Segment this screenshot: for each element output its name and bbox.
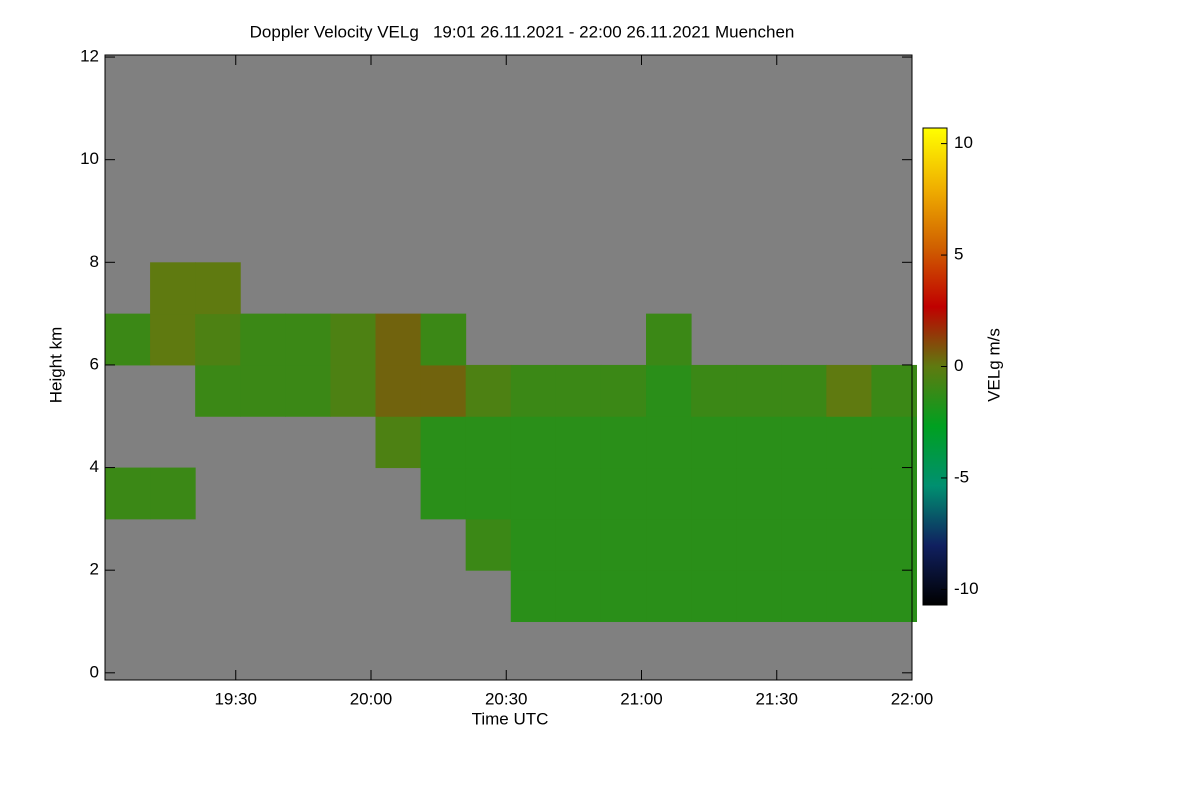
heatmap-cell [781, 416, 827, 469]
x-tick-label: 19:30 [214, 689, 257, 708]
heatmap-cell [555, 416, 602, 469]
heatmap-cell [375, 313, 422, 366]
heatmap-cell [826, 364, 872, 417]
heatmap-cell [285, 313, 331, 366]
heatmap-cell [195, 364, 241, 417]
x-tick-label: 21:30 [755, 689, 798, 708]
heatmap-cell [555, 518, 602, 571]
heatmap-cell [871, 467, 918, 520]
heatmap-cell [555, 467, 602, 520]
heatmap-cell [691, 416, 737, 469]
y-tick-label: 2 [90, 560, 99, 579]
heatmap-cell [781, 518, 827, 571]
heatmap-cell [646, 467, 692, 520]
heatmap-cell [420, 416, 467, 469]
heatmap-cell [600, 467, 647, 520]
y-tick-label: 10 [80, 149, 99, 168]
x-tick-label: 21:00 [620, 689, 663, 708]
heatmap-cell [555, 570, 602, 623]
colorbar-tick-label: 0 [954, 356, 963, 375]
heatmap-cell [465, 416, 512, 469]
heatmap-cell [510, 364, 557, 417]
heatmap-cell [646, 364, 692, 417]
heatmap-cell [736, 570, 782, 623]
heatmap-cell [150, 467, 196, 520]
heatmap-cell [195, 262, 241, 315]
x-axis-label: Time UTC [472, 709, 549, 728]
heatmap-cell [781, 467, 827, 520]
heatmap-cell [826, 416, 872, 469]
heatmap-cell [330, 313, 377, 366]
x-tick-label: 20:00 [350, 689, 393, 708]
heatmap-cell [646, 416, 692, 469]
heatmap-cell [105, 467, 151, 520]
heatmap-cell [420, 313, 467, 366]
heatmap-cell [736, 364, 782, 417]
heatmap-cell [826, 467, 872, 520]
heatmap-cell [736, 416, 782, 469]
heatmap-cell [420, 364, 467, 417]
heatmap-cell [736, 467, 782, 520]
heatmap-cell [510, 518, 557, 571]
y-tick-label: 0 [90, 662, 99, 681]
colorbar-tick-label: -10 [954, 579, 979, 598]
heatmap-cell [240, 364, 286, 417]
heatmap-cell [871, 518, 918, 571]
heatmap-cell [600, 416, 647, 469]
heatmap-cell [375, 416, 422, 469]
heatmap-cell [150, 262, 196, 315]
heatmap-cell [736, 518, 782, 571]
colorbar-tick-label: 10 [954, 133, 973, 152]
heatmap-cell [465, 467, 512, 520]
y-tick-label: 4 [90, 457, 99, 476]
heatmap-cell [285, 364, 331, 417]
x-tick-label: 20:30 [485, 689, 528, 708]
heatmap-cell [195, 313, 241, 366]
heatmap-cell [375, 364, 422, 417]
y-axis-label: Height km [46, 327, 65, 404]
heatmap-cell [465, 364, 512, 417]
heatmap-cell [510, 570, 557, 623]
heatmap-cell [826, 518, 872, 571]
heatmap-cell [510, 467, 557, 520]
heatmap-cell [871, 416, 918, 469]
heatmap-cell [600, 518, 647, 571]
heatmap-cell [691, 570, 737, 623]
heatmap-cell [646, 518, 692, 571]
y-tick-label: 6 [90, 354, 99, 373]
heatmap-cell [600, 364, 647, 417]
heatmap-cell [600, 570, 647, 623]
y-tick-label: 8 [90, 252, 99, 271]
heatmap-cell [781, 364, 827, 417]
heatmap-cell [781, 570, 827, 623]
heatmap-cell [510, 416, 557, 469]
heatmap-cell [871, 570, 918, 623]
heatmap-cell [420, 467, 467, 520]
colorbar-label: VELg m/s [984, 328, 1003, 402]
x-tick-label: 22:00 [891, 689, 934, 708]
heatmap-cell [240, 313, 286, 366]
heatmap-cell [150, 313, 196, 366]
heatmap-cell [105, 313, 151, 366]
heatmap-cell [646, 570, 692, 623]
y-tick-label: 12 [80, 47, 99, 66]
heatmap-cell [330, 364, 377, 417]
chart-title: Doppler Velocity VELg 19:01 26.11.2021 -… [250, 22, 795, 41]
heatmap-cell [691, 364, 737, 417]
heatmap-cell [691, 467, 737, 520]
colorbar-tick-label: 5 [954, 245, 963, 264]
heatmap-cell [465, 518, 512, 571]
heatmap-cell [691, 518, 737, 571]
colorbar-tick-label: -5 [954, 467, 969, 486]
heatmap-cell [826, 570, 872, 623]
heatmap-cell [871, 364, 918, 417]
plot-frame [104, 54, 913, 681]
heatmap-cell [646, 313, 692, 366]
heatmap-cell [555, 364, 602, 417]
